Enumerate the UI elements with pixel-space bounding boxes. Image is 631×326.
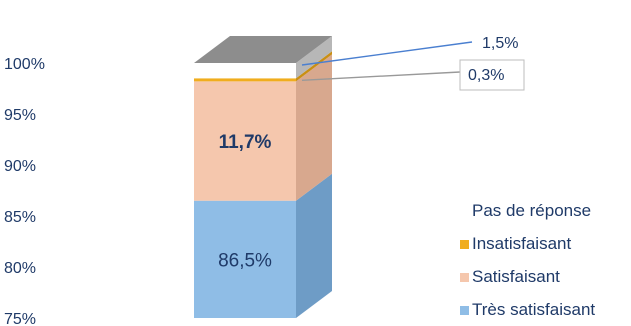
bar-side-tr-s-satisfaisant [296, 173, 332, 318]
legend-swatch [460, 207, 469, 216]
data-label: 86,5% [218, 250, 272, 271]
callout-label: 0,3% [468, 67, 504, 84]
y-tick-label: 90% [4, 158, 36, 175]
callout-label: 1,5% [482, 35, 518, 52]
legend-entry: Insatisfaisant [472, 234, 571, 253]
legend-swatch [460, 240, 469, 249]
callout-line [301, 41, 473, 66]
bar-side-insatisfaisant [296, 51, 332, 82]
bar-segment-pas-de-r-ponse [194, 63, 296, 79]
data-label: 11,7% [219, 132, 272, 153]
y-tick-label: 85% [4, 209, 36, 226]
bar-segment-satisfaisant [194, 81, 296, 201]
bar-side-satisfaisant [296, 54, 332, 201]
legend-entry: Satisfaisant [472, 267, 560, 286]
bar-segment-tr-s-satisfaisant [194, 200, 296, 318]
y-tick-label: 75% [4, 311, 36, 326]
legend-entry: Très satisfaisant [472, 300, 595, 319]
y-tick-label: 80% [4, 260, 36, 277]
y-tick-label: 100% [4, 56, 45, 73]
callout-line [301, 71, 461, 81]
legend-swatch [460, 306, 469, 315]
legend-swatch [460, 273, 469, 282]
bar-side-pas-de-r-ponse [296, 36, 332, 79]
bar-top-face [194, 36, 332, 63]
callout-box [459, 59, 525, 91]
legend-entry: Pas de réponse [472, 201, 591, 220]
bar-segment-insatisfaisant [194, 78, 296, 82]
y-tick-label: 95% [4, 107, 36, 124]
